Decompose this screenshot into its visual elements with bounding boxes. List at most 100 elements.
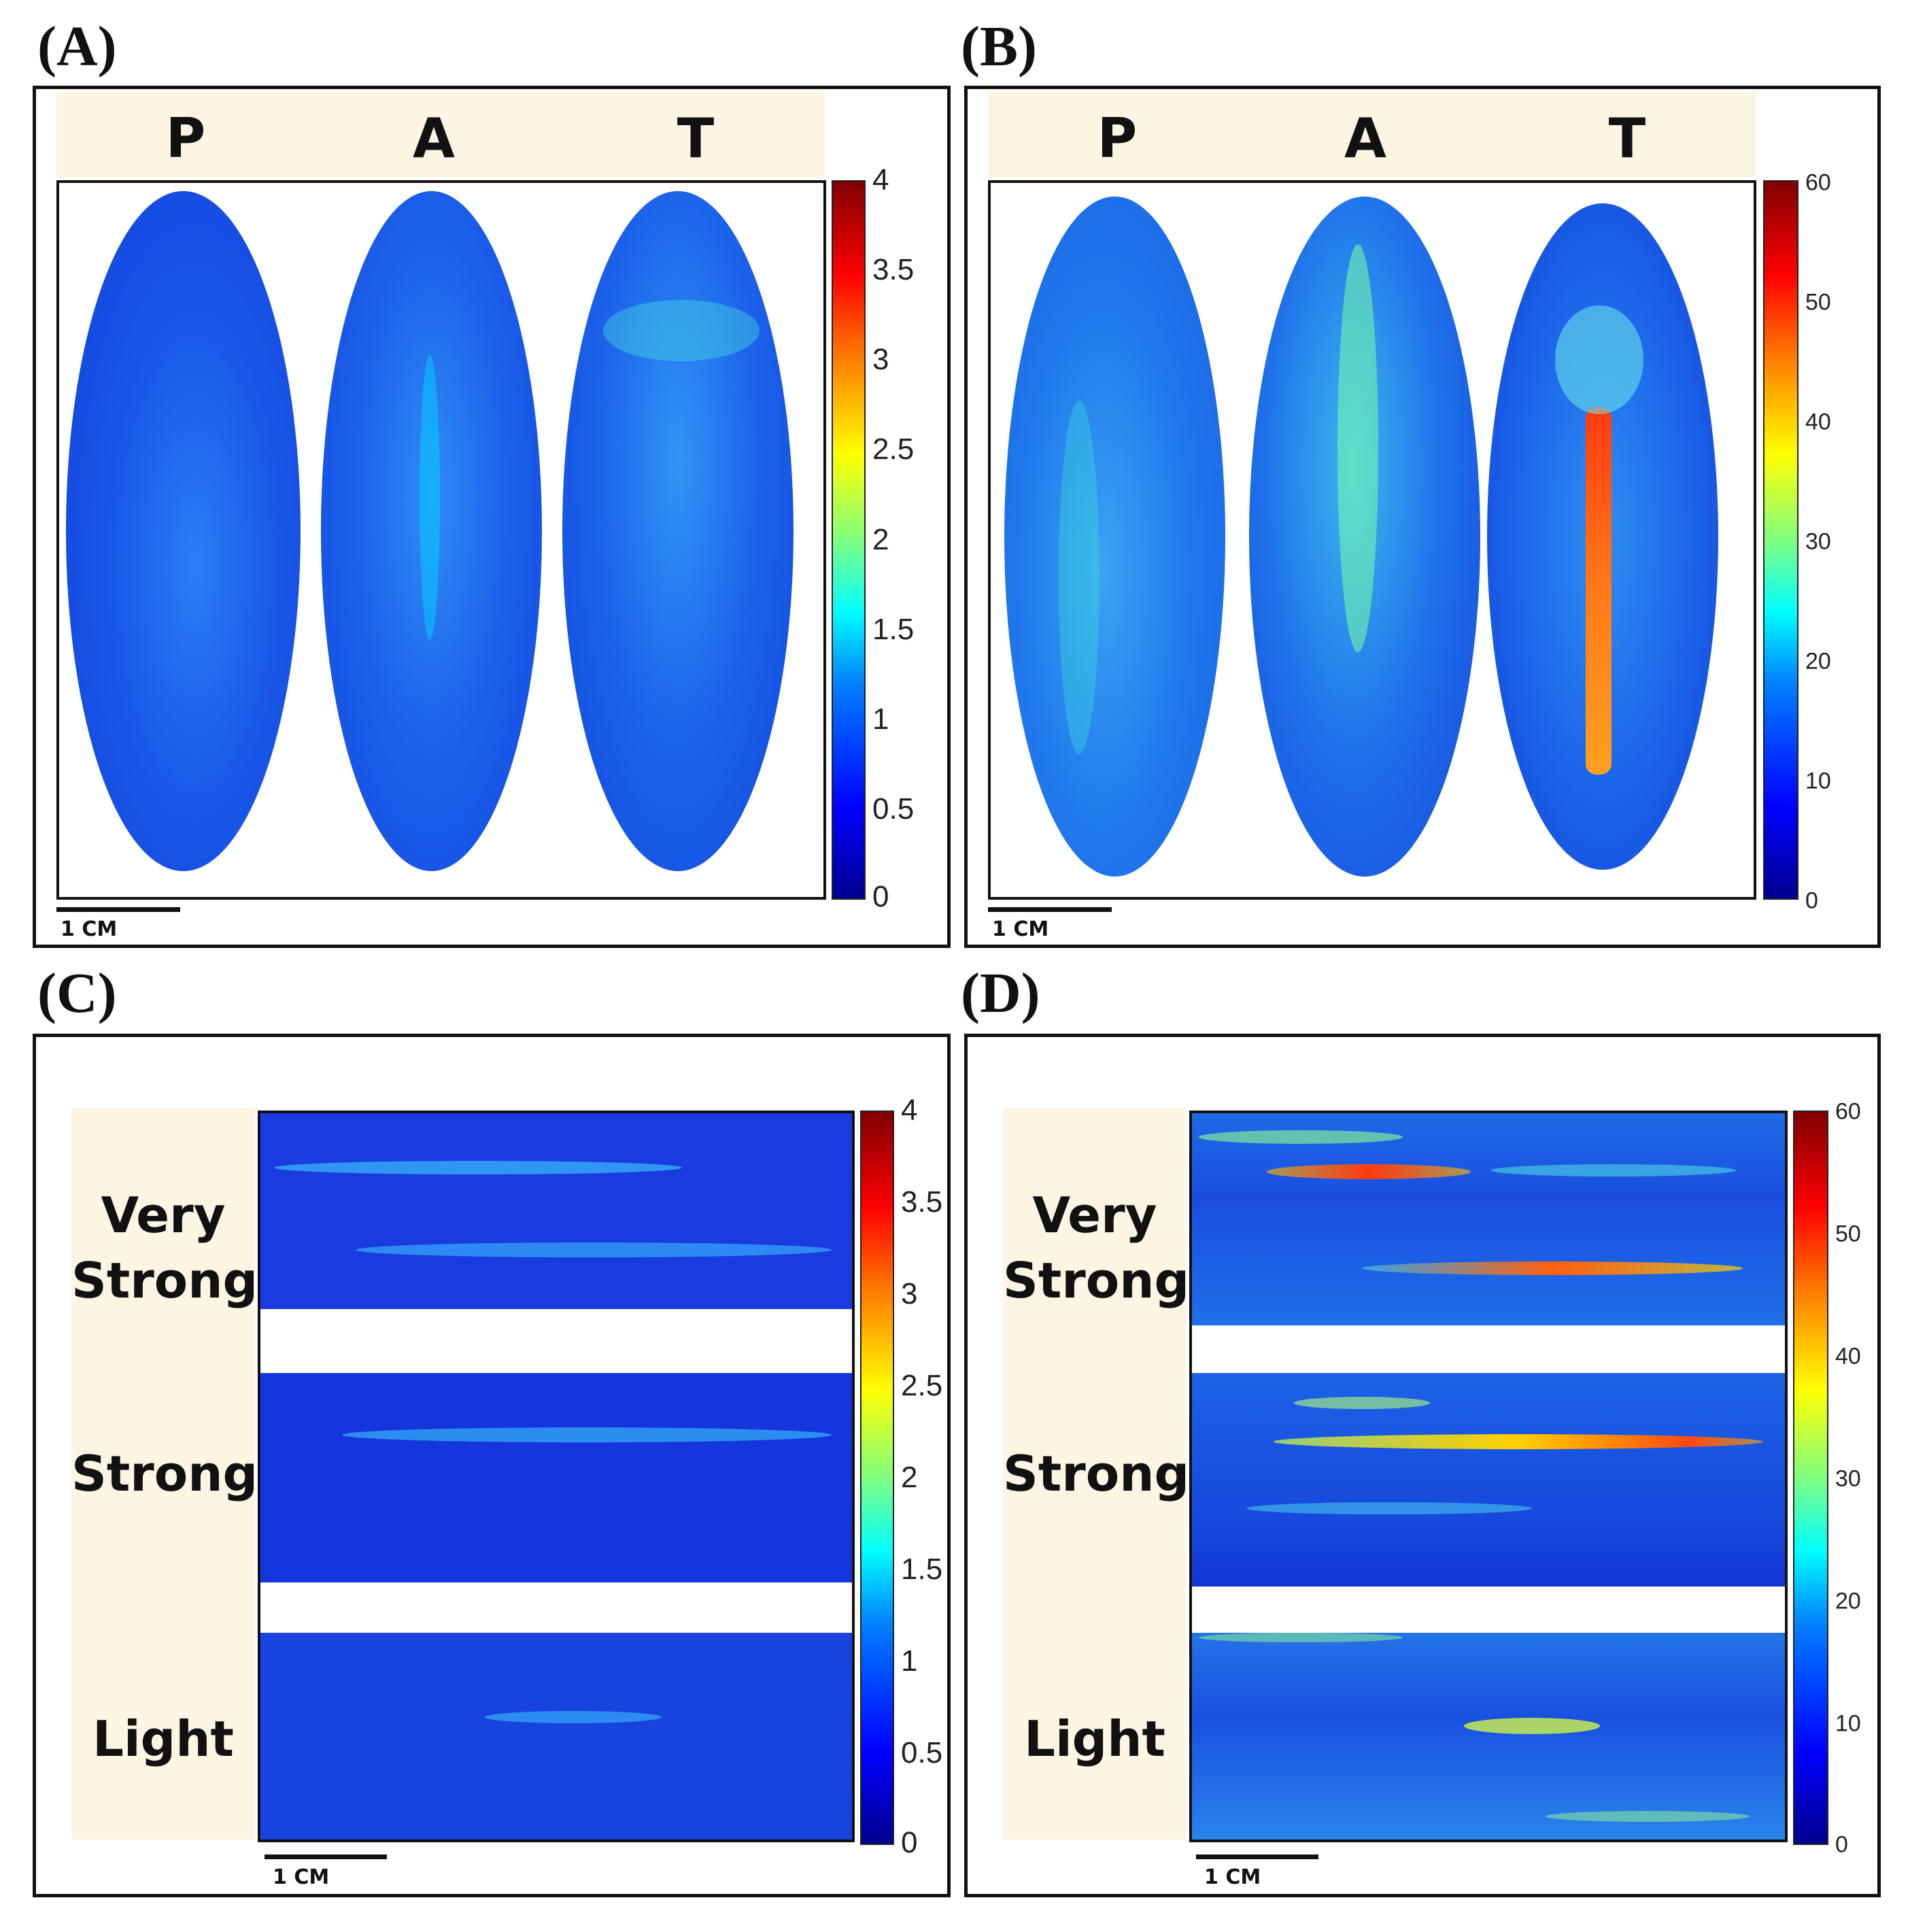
panel-a-label-t: T bbox=[677, 107, 715, 170]
panel-c-tick: 3 bbox=[901, 1277, 918, 1310]
panel-d-tick: 60 bbox=[1835, 1098, 1861, 1125]
panel-b-oval-a bbox=[1249, 197, 1480, 877]
panel-c-tick: 4 bbox=[901, 1094, 918, 1127]
panel-b-tick: 20 bbox=[1805, 648, 1831, 675]
panel-b-colorbar bbox=[1763, 180, 1798, 900]
panel-d-strip-light bbox=[1192, 1633, 1785, 1840]
panel-b-tick: 40 bbox=[1805, 409, 1831, 435]
panel-a-oval-t bbox=[562, 191, 794, 871]
panel-a-scale-label: 1 CM bbox=[61, 917, 118, 941]
panel-b-tick: 30 bbox=[1805, 528, 1831, 555]
panel-a-t-arc bbox=[603, 300, 760, 361]
panel-b-oval-p bbox=[1004, 197, 1225, 877]
panel-c-tick: 1.5 bbox=[901, 1553, 943, 1586]
panel-d-l-streak bbox=[1546, 1811, 1750, 1822]
panel-c-vs-streak bbox=[274, 1161, 682, 1174]
panel-c-row-label-light: Light bbox=[92, 1710, 234, 1767]
panel-a-tick: 3 bbox=[872, 343, 889, 376]
panel-a-label-a: A bbox=[413, 107, 455, 170]
panel-c-scale-label: 1 CM bbox=[273, 1865, 330, 1889]
panel-d-tick: 40 bbox=[1835, 1343, 1861, 1370]
panel-c-gap bbox=[260, 1582, 852, 1633]
panel-d-colorbar bbox=[1793, 1111, 1828, 1845]
panel-d-l-streak bbox=[1199, 1633, 1403, 1642]
panel-d-vs-streak bbox=[1199, 1130, 1403, 1144]
panel-a: P A T 4 3.5 3 2.5 2 1.5 1 0.5 0 1 CM bbox=[33, 86, 951, 948]
panel-d-strip-very-strong bbox=[1192, 1113, 1785, 1325]
panel-c: Very Strong Strong Light 4 3.5 3 2.5 2 1.… bbox=[33, 1034, 951, 1897]
panel-d-row-label-light: Light bbox=[1024, 1710, 1165, 1767]
panel-b-tick: 0 bbox=[1805, 887, 1818, 914]
panel-b-tick: 10 bbox=[1805, 768, 1831, 794]
panel-a-label-p: P bbox=[165, 107, 206, 170]
panel-c-tick: 1 bbox=[901, 1644, 918, 1678]
panel-d-scalebar bbox=[1196, 1854, 1318, 1859]
panel-c-tick: 3.5 bbox=[901, 1185, 943, 1219]
panel-d-scale-label: 1 CM bbox=[1204, 1865, 1261, 1889]
panel-c-map bbox=[258, 1111, 855, 1842]
panel-b-p-streak bbox=[1059, 401, 1099, 754]
panel-a-colorbar bbox=[832, 180, 866, 900]
panel-a-tick: 0 bbox=[872, 880, 889, 913]
panel-b-map bbox=[988, 180, 1756, 900]
panel-b-tick: 50 bbox=[1805, 289, 1831, 316]
panel-b-letter: (B) bbox=[961, 15, 1037, 78]
panel-a-tick: 0.5 bbox=[872, 792, 915, 826]
panel-d-s-streak bbox=[1294, 1397, 1430, 1409]
panel-a-tick: 4 bbox=[872, 163, 889, 197]
panel-d: Very Strong Strong Light 60 50 40 30 20 1… bbox=[964, 1034, 1881, 1897]
panel-a-tick: 2 bbox=[872, 523, 889, 556]
panel-d-vs-streak bbox=[1491, 1164, 1736, 1176]
panel-c-colorbar bbox=[860, 1111, 894, 1845]
panel-a-scalebar bbox=[56, 907, 180, 912]
panel-d-vs-streak bbox=[1362, 1261, 1743, 1275]
panel-d-vs-streak bbox=[1267, 1164, 1471, 1179]
panel-a-oval-a bbox=[321, 191, 542, 871]
panel-a-a-streak bbox=[420, 354, 440, 640]
panel-d-tick: 50 bbox=[1835, 1221, 1861, 1247]
panel-c-vs-streak bbox=[356, 1242, 832, 1257]
panel-c-s-streak bbox=[342, 1427, 832, 1442]
panel-c-tick: 2.5 bbox=[901, 1369, 943, 1402]
panel-d-letter: (D) bbox=[961, 962, 1040, 1025]
panel-b-t-head bbox=[1555, 305, 1643, 414]
panel-b-tick: 60 bbox=[1805, 169, 1831, 196]
panel-c-l-streak bbox=[485, 1711, 662, 1723]
panel-c-side-header: Very Strong Strong Light bbox=[71, 1108, 258, 1840]
panel-d-s-streak bbox=[1246, 1502, 1532, 1514]
panel-b: P A T 60 50 40 30 20 10 0 1 CM bbox=[964, 86, 1881, 948]
panel-d-row-label-very-strong: Very Strong bbox=[1003, 1187, 1190, 1309]
panel-c-tick: 0 bbox=[901, 1826, 918, 1859]
panel-c-row-label-strong: Strong bbox=[71, 1445, 258, 1502]
panel-a-header: P A T bbox=[56, 92, 825, 177]
panel-d-gap bbox=[1192, 1587, 1785, 1633]
panel-c-letter: (C) bbox=[37, 962, 117, 1025]
panel-c-strip-light bbox=[260, 1633, 852, 1840]
panel-d-tick: 20 bbox=[1835, 1588, 1861, 1614]
panel-c-scalebar bbox=[265, 1854, 387, 1859]
panel-c-gap bbox=[260, 1309, 852, 1373]
panel-a-tick: 1 bbox=[872, 702, 889, 736]
panel-c-strip-strong bbox=[260, 1373, 852, 1582]
panel-c-tick: 0.5 bbox=[901, 1736, 943, 1769]
panel-b-a-streak bbox=[1337, 244, 1378, 652]
panel-a-oval-p bbox=[66, 191, 301, 871]
panel-d-row-label-strong: Strong bbox=[1003, 1445, 1190, 1502]
panel-d-l-streak bbox=[1464, 1718, 1600, 1734]
panel-b-label-t: T bbox=[1608, 107, 1646, 170]
panel-b-label-a: A bbox=[1344, 107, 1386, 170]
panel-b-header: P A T bbox=[988, 92, 1756, 177]
panel-d-tick: 10 bbox=[1835, 1710, 1861, 1737]
panel-b-scalebar bbox=[988, 907, 1112, 912]
panel-d-tick: 30 bbox=[1835, 1465, 1861, 1492]
panel-a-tick: 1.5 bbox=[872, 613, 915, 646]
panel-b-oval-t bbox=[1487, 203, 1718, 870]
panel-c-row-label-very-strong: Very Strong bbox=[71, 1187, 258, 1309]
panel-c-strip-very-strong bbox=[260, 1113, 852, 1309]
panel-b-t-tendon bbox=[1586, 407, 1611, 775]
panel-d-gap bbox=[1192, 1325, 1785, 1373]
panel-d-s-streak bbox=[1274, 1434, 1763, 1449]
panel-b-scale-label: 1 CM bbox=[992, 917, 1049, 941]
panel-d-side-header: Very Strong Strong Light bbox=[1003, 1108, 1190, 1840]
panel-a-tick: 3.5 bbox=[872, 253, 915, 286]
